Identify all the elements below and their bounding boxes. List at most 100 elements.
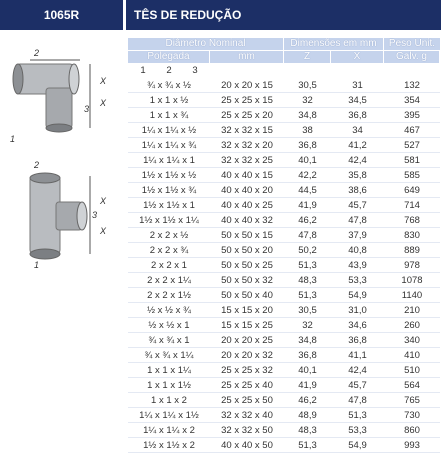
table-cell: 36,8 — [284, 348, 331, 363]
table-cell: 1 x 1 x 2 — [128, 393, 210, 408]
figure-label: 3 — [92, 210, 97, 220]
table-cell: 50 x 50 x 20 — [210, 243, 284, 258]
table-cell: 2 x 2 x 1 — [128, 258, 210, 273]
table-cell: 1½ x 1½ x ½ — [128, 168, 210, 183]
table-cell: 50 x 50 x 40 — [210, 288, 284, 303]
figure-label: 2 — [33, 48, 39, 58]
table-cell: 46,2 — [284, 213, 331, 228]
table-cell: 40 x 40 x 25 — [210, 198, 284, 213]
column-header: Galv. g — [384, 51, 439, 63]
table-cell: 32 — [284, 318, 331, 333]
table-cell: 889 — [384, 243, 440, 258]
table-cell: 36,8 — [331, 108, 384, 123]
table-cell: 1 x 1 x ¾ — [128, 108, 210, 123]
table-cell: 45,7 — [331, 378, 384, 393]
table-cell: 32 x 32 x 50 — [210, 423, 284, 438]
table-cell: 1¼ x 1¼ x 2 — [128, 423, 210, 438]
table-cell: 730 — [384, 408, 440, 423]
table-cell: 34,8 — [284, 108, 331, 123]
table-cell: 50,2 — [284, 243, 331, 258]
table-cell: 1140 — [384, 288, 440, 303]
figure-label: X — [99, 76, 107, 86]
table-cell: 41,9 — [284, 198, 331, 213]
table-cell: 467 — [384, 123, 440, 138]
table-cell: 34,5 — [331, 93, 384, 108]
table-cell: 48,9 — [284, 408, 331, 423]
table-cell: 830 — [384, 228, 440, 243]
table-cell: 20 x 20 x 15 — [210, 78, 284, 93]
table-cell: 38,6 — [331, 183, 384, 198]
table-cell: 2 x 2 x ¾ — [128, 243, 210, 258]
table-cell: 34,6 — [331, 318, 384, 333]
table-cell: 32 — [284, 93, 331, 108]
figure-label: 1 — [10, 134, 15, 144]
table-cell: 340 — [384, 333, 440, 348]
index-label: 2 — [166, 65, 172, 76]
table-cell: 40,8 — [331, 243, 384, 258]
table-cell: 1 x 1 x 1½ — [128, 378, 210, 393]
table-cell: 1 x 1 x 1¼ — [128, 363, 210, 378]
group-header: Peso Unit. — [384, 38, 440, 50]
table-cell: 34 — [331, 123, 384, 138]
section-title: TÊS DE REDUÇÃO — [126, 0, 441, 30]
table-cell: 51,3 — [284, 258, 331, 273]
table-cell: 32 x 32 x 25 — [210, 153, 284, 168]
table-cell: 993 — [384, 438, 440, 453]
table-cell: 38 — [284, 123, 331, 138]
table-cell: ¾ x ¾ x 1 — [128, 333, 210, 348]
column-header: Polegada — [128, 51, 209, 63]
table-cell: 1¼ x 1¼ x ½ — [128, 123, 210, 138]
table-cell: 45,7 — [331, 198, 384, 213]
product-code: 1065R — [0, 0, 123, 30]
table-cell: 649 — [384, 183, 440, 198]
table-cell: 1½ x 1½ x ¾ — [128, 183, 210, 198]
tee-figure: 2 X X 3 1 — [10, 48, 107, 144]
index-label: 1 — [140, 65, 146, 76]
figure-label: X — [99, 226, 107, 236]
table-cell: 714 — [384, 198, 440, 213]
group-header: Dimensões em mm — [284, 38, 383, 50]
table-cell: 51,3 — [331, 408, 384, 423]
table-cell: 32 x 32 x 20 — [210, 138, 284, 153]
table-cell: 2 x 2 x ½ — [128, 228, 210, 243]
table-cell: 32 x 32 x 15 — [210, 123, 284, 138]
table-cell: 25 x 25 x 20 — [210, 108, 284, 123]
table-cell: 51,3 — [284, 438, 331, 453]
table-cell: 1¼ x 1¼ x ¾ — [128, 138, 210, 153]
table-cell: 41,1 — [331, 348, 384, 363]
table-cell: 260 — [384, 318, 440, 333]
table-cell: ¾ x ¾ x 1¼ — [128, 348, 210, 363]
table-cell: 40 x 40 x 32 — [210, 213, 284, 228]
figure-label: 2 — [33, 160, 39, 170]
table-cell: 54,9 — [331, 438, 384, 453]
table-cell: 30,5 — [284, 303, 331, 318]
table-cell: 15 x 15 x 25 — [210, 318, 284, 333]
table-cell: 42,4 — [331, 153, 384, 168]
index-label: 3 — [192, 65, 198, 76]
table-cell: 15 x 15 x 20 — [210, 303, 284, 318]
table-cell: 37,9 — [331, 228, 384, 243]
column-header: mm — [210, 51, 283, 63]
table-cell: 53,3 — [331, 273, 384, 288]
table-cell: 510 — [384, 363, 440, 378]
table-cell: 1¼ x 1¼ x 1 — [128, 153, 210, 168]
table-cell: 860 — [384, 423, 440, 438]
table-cell: 31 — [331, 78, 384, 93]
figure-label: 3 — [84, 104, 89, 114]
table-cell: 44,5 — [284, 183, 331, 198]
table-cell: 1¼ x 1¼ x 1½ — [128, 408, 210, 423]
table-cell: 47,8 — [331, 213, 384, 228]
table-cell: 50 x 50 x 25 — [210, 258, 284, 273]
table-cell: 768 — [384, 213, 440, 228]
column-header: X — [331, 51, 383, 63]
table-cell: 36,8 — [331, 333, 384, 348]
table-cell: 53,3 — [331, 423, 384, 438]
table-cell: 395 — [384, 108, 440, 123]
table-cell: 46,2 — [284, 393, 331, 408]
table-cell: 41,2 — [331, 138, 384, 153]
table-cell: ½ x ½ x 1 — [128, 318, 210, 333]
table-cell: 410 — [384, 348, 440, 363]
table-cell: 40 x 40 x 20 — [210, 183, 284, 198]
table-cell: 527 — [384, 138, 440, 153]
table-cell: 1½ x 1½ x 2 — [128, 438, 210, 453]
